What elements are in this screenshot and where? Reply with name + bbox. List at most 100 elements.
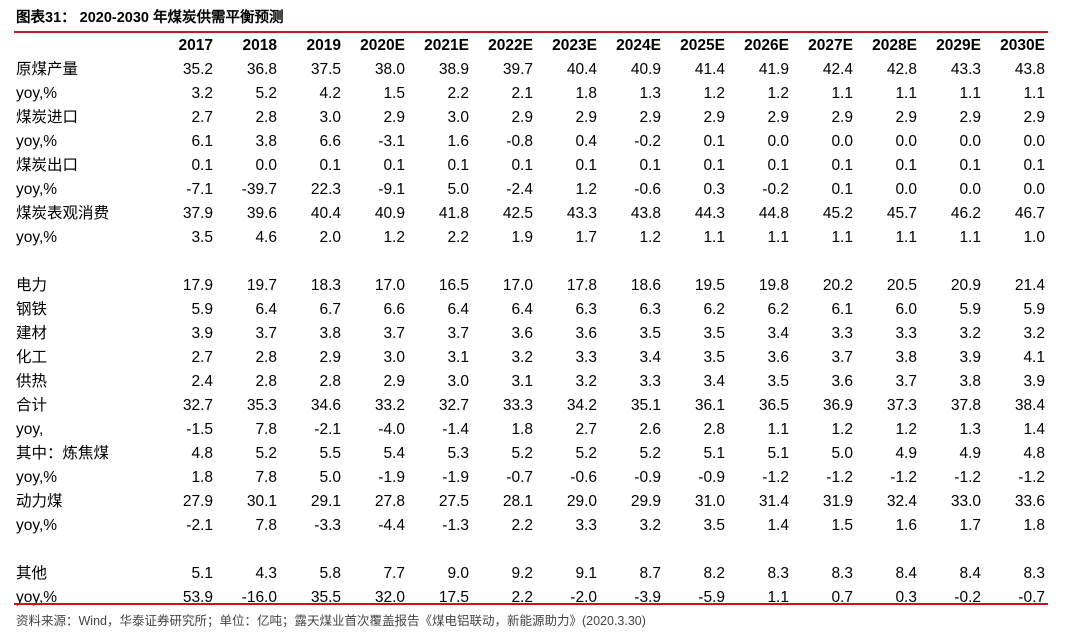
value-cell: 5.9 bbox=[1023, 301, 1045, 318]
value-cell: 39.7 bbox=[502, 61, 533, 78]
value-cell: 32.7 bbox=[182, 397, 213, 414]
row-label: 煤炭出口 bbox=[16, 157, 79, 174]
column-header: 2019 bbox=[306, 37, 341, 54]
value-cell: 2.9 bbox=[383, 109, 405, 126]
value-cell: 0.0 bbox=[895, 133, 917, 150]
value-cell: 8.2 bbox=[703, 565, 725, 582]
column-header: 2030E bbox=[1000, 37, 1045, 54]
section-spacer bbox=[14, 250, 1048, 274]
value-cell: 0.0 bbox=[255, 157, 277, 174]
value-cell: 3.2 bbox=[575, 373, 597, 390]
value-cell: 2.2 bbox=[511, 517, 533, 534]
value-cell: 0.1 bbox=[511, 157, 533, 174]
value-cell: -0.9 bbox=[634, 469, 661, 486]
value-cell: 3.8 bbox=[319, 325, 341, 342]
value-cell: 40.9 bbox=[630, 61, 661, 78]
table-row: 其他 5.1 4.3 5.8 7.7 9.0 9.2 9.1 8.7 8.2 8.3 8.3 8.4 8.… bbox=[14, 562, 1048, 586]
value-cell: 2.9 bbox=[639, 109, 661, 126]
value-cell: -0.7 bbox=[1018, 589, 1045, 606]
value-cell: 2.7 bbox=[191, 109, 213, 126]
value-cell: 4.9 bbox=[895, 445, 917, 462]
value-cell: -39.7 bbox=[241, 181, 277, 198]
value-cell: 0.3 bbox=[895, 589, 917, 606]
value-cell: 37.9 bbox=[182, 205, 213, 222]
row-label: 化工 bbox=[16, 349, 48, 366]
value-cell: 34.6 bbox=[310, 397, 341, 414]
value-cell: 1.1 bbox=[1023, 85, 1045, 102]
row-label: 建材 bbox=[16, 325, 48, 342]
value-cell: -1.2 bbox=[890, 469, 917, 486]
value-cell: 43.8 bbox=[1014, 61, 1045, 78]
value-cell: -4.4 bbox=[378, 517, 405, 534]
value-cell: 27.5 bbox=[438, 493, 469, 510]
value-cell: 2.2 bbox=[511, 589, 533, 606]
value-cell: 5.2 bbox=[511, 445, 533, 462]
value-cell: -0.7 bbox=[506, 469, 533, 486]
value-cell: 1.7 bbox=[959, 517, 981, 534]
value-cell: 33.6 bbox=[1014, 493, 1045, 510]
spacer-cell bbox=[14, 538, 1048, 562]
value-cell: -2.0 bbox=[570, 589, 597, 606]
value-cell: 20.9 bbox=[950, 277, 981, 294]
value-cell: 6.1 bbox=[831, 301, 853, 318]
value-cell: 1.1 bbox=[831, 85, 853, 102]
value-cell: 53.9 bbox=[182, 589, 213, 606]
value-cell: 17.0 bbox=[502, 277, 533, 294]
value-cell: 1.2 bbox=[703, 85, 725, 102]
value-cell: 40.9 bbox=[374, 205, 405, 222]
value-cell: 29.0 bbox=[566, 493, 597, 510]
value-cell: 2.2 bbox=[447, 85, 469, 102]
value-cell: 44.8 bbox=[758, 205, 789, 222]
row-label: 其他 bbox=[16, 565, 48, 582]
value-cell: 5.2 bbox=[639, 445, 661, 462]
value-cell: 5.1 bbox=[703, 445, 725, 462]
value-cell: -1.5 bbox=[186, 421, 213, 438]
value-cell: 45.7 bbox=[886, 205, 917, 222]
row-label: 煤炭表观消费 bbox=[16, 205, 110, 222]
value-cell: 3.7 bbox=[447, 325, 469, 342]
column-header: 2024E bbox=[616, 37, 661, 54]
value-cell: 0.0 bbox=[831, 133, 853, 150]
coal-balance-table: 2017 2018 2019 2020E 2021E 2022E 2023E 2024E 202… bbox=[14, 34, 1048, 610]
table-row: yoy,% -7.1 -39.7 22.3 -9.1 5.0 -2.4 1.2 -0.6 0.3 -… bbox=[14, 178, 1048, 202]
value-cell: 2.7 bbox=[191, 349, 213, 366]
value-cell: 2.9 bbox=[831, 109, 853, 126]
value-cell: 1.4 bbox=[1023, 421, 1045, 438]
table-row: 建材 3.9 3.7 3.8 3.7 3.7 3.6 3.6 3.5 3.5 3.4 3.3 3.3 3.… bbox=[14, 322, 1048, 346]
table-row: 其中：炼焦煤 4.8 5.2 5.5 5.4 5.3 5.2 5.2 5.2 5.1 5.1 5.0 4… bbox=[14, 442, 1048, 466]
value-cell: 0.0 bbox=[1023, 133, 1045, 150]
spacer-cell bbox=[14, 250, 1048, 274]
value-cell: 1.1 bbox=[767, 421, 789, 438]
value-cell: 3.7 bbox=[831, 349, 853, 366]
value-cell: 5.0 bbox=[831, 445, 853, 462]
value-cell: 6.4 bbox=[447, 301, 469, 318]
row-label: yoy,% bbox=[16, 469, 58, 486]
value-cell: 5.1 bbox=[767, 445, 789, 462]
value-cell: -16.0 bbox=[241, 589, 277, 606]
value-cell: 2.1 bbox=[511, 85, 533, 102]
column-header: 2029E bbox=[936, 37, 981, 54]
value-cell: -1.2 bbox=[1018, 469, 1045, 486]
value-cell: 6.1 bbox=[191, 133, 213, 150]
value-cell: 7.7 bbox=[383, 565, 405, 582]
value-cell: 3.3 bbox=[831, 325, 853, 342]
value-cell: -0.2 bbox=[762, 181, 789, 198]
value-cell: 3.8 bbox=[255, 133, 277, 150]
value-cell: 4.8 bbox=[1023, 445, 1045, 462]
value-cell: 2.9 bbox=[383, 373, 405, 390]
value-cell: 37.8 bbox=[950, 397, 981, 414]
value-cell: 3.9 bbox=[191, 325, 213, 342]
column-header: 2022E bbox=[488, 37, 533, 54]
row-label: 电力 bbox=[16, 277, 48, 294]
value-cell: 8.3 bbox=[1023, 565, 1045, 582]
value-cell: 35.3 bbox=[246, 397, 277, 414]
value-cell: 0.1 bbox=[767, 157, 789, 174]
value-cell: 29.1 bbox=[310, 493, 341, 510]
value-cell: 0.1 bbox=[703, 157, 725, 174]
value-cell: 1.7 bbox=[575, 229, 597, 246]
value-cell: 2.8 bbox=[255, 373, 277, 390]
value-cell: 36.5 bbox=[758, 397, 789, 414]
column-header: 2026E bbox=[744, 37, 789, 54]
value-cell: 1.8 bbox=[1023, 517, 1045, 534]
value-cell: 35.2 bbox=[182, 61, 213, 78]
